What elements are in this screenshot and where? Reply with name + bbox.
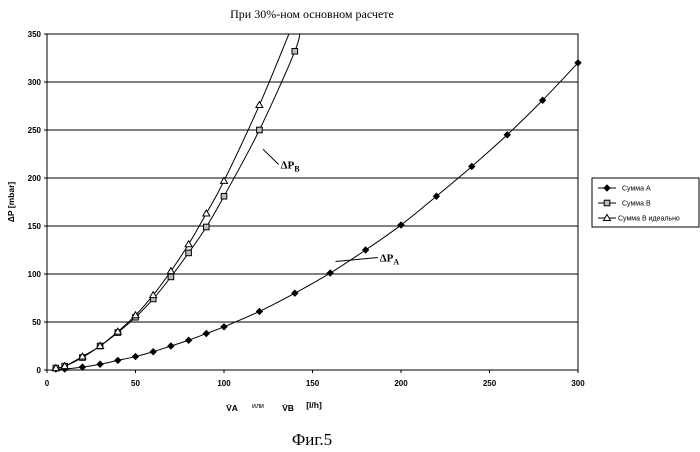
series-2 <box>53 28 300 371</box>
legend-marker <box>604 200 610 206</box>
x-ticks: 0 50 100 150 200 250 300 <box>45 370 585 388</box>
legend-label: Сумма B <box>622 201 651 208</box>
y-tick-label: 200 <box>28 174 42 183</box>
series-line <box>56 28 300 368</box>
x-tick-label: 150 <box>306 379 320 388</box>
x-axis-label-word: или <box>252 403 264 410</box>
data-point <box>292 48 298 54</box>
x-tick-label: 300 <box>571 379 585 388</box>
data-point <box>168 343 174 349</box>
series-3 <box>52 28 291 370</box>
data-point <box>133 354 139 360</box>
y-tick-label: 150 <box>28 222 42 231</box>
data-point <box>115 357 121 363</box>
data-point <box>79 364 85 370</box>
y-tick-label: 350 <box>28 30 42 39</box>
data-point <box>256 308 262 314</box>
annotation-B: ΔPB <box>263 149 300 173</box>
annotation-pointer <box>336 258 378 262</box>
y-ticks: 0 50 100 150 200 250 300 350 <box>28 30 47 375</box>
annotation-A: ΔPA <box>336 253 400 267</box>
x-tick-label: 200 <box>394 379 408 388</box>
annotation-layer: ΔPB ΔPA <box>263 149 399 266</box>
data-point <box>257 127 263 133</box>
data-point <box>150 349 156 355</box>
x-axis-label-vb: V̇B <box>282 403 294 413</box>
y-tick-label: 0 <box>37 366 42 375</box>
series-line <box>56 28 291 368</box>
y-tick-label: 50 <box>32 318 41 327</box>
data-point <box>327 270 333 276</box>
data-point <box>363 247 369 253</box>
legend-label: Сумма В идеально <box>618 216 680 223</box>
x-axis-label-unit: [l/h] <box>306 400 322 410</box>
data-point <box>203 331 209 337</box>
x-tick-label: 0 <box>45 379 50 388</box>
x-tick-label: 50 <box>131 379 140 388</box>
data-point <box>221 193 227 199</box>
series-layer <box>52 28 581 372</box>
data-point <box>186 337 192 343</box>
series-1 <box>53 60 581 372</box>
y-tick-label: 250 <box>28 126 42 135</box>
data-point <box>97 361 103 367</box>
data-point <box>168 274 174 280</box>
y-axis-label: ΔP [mbar] <box>6 182 16 223</box>
annotation-pointer <box>263 149 279 164</box>
data-point <box>292 290 298 296</box>
annotation-label: ΔPA <box>380 253 400 267</box>
chart-title: При 30%-ном основном расчете <box>230 7 394 21</box>
y-tick-label: 100 <box>28 270 42 279</box>
data-point <box>204 224 210 230</box>
x-axis-label-va: V̇A <box>226 403 238 413</box>
data-point <box>221 324 227 330</box>
plot-frame <box>47 34 578 370</box>
data-point <box>186 250 192 256</box>
series-line <box>56 63 578 369</box>
data-point <box>203 210 210 216</box>
figure-caption: Фиг.5 <box>292 430 332 449</box>
data-point <box>185 241 192 247</box>
data-point <box>167 268 174 274</box>
data-point <box>256 102 263 108</box>
x-tick-label: 100 <box>217 379 231 388</box>
gridlines <box>47 82 578 322</box>
annotation-label: ΔPB <box>281 159 301 173</box>
y-tick-label: 300 <box>28 78 42 87</box>
legend: Сумма А Сумма B Сумма В идеально <box>592 178 699 227</box>
x-tick-label: 250 <box>483 379 497 388</box>
legend-label: Сумма А <box>622 186 651 193</box>
x-axis-label: V̇A или V̇B [l/h] <box>226 400 322 413</box>
